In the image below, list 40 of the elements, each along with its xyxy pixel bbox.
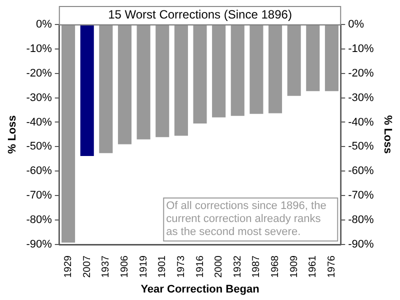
y2-tick-label: -80% bbox=[348, 214, 374, 226]
y2-tick-label: -70% bbox=[348, 190, 374, 202]
y-axis-title: % Loss bbox=[6, 115, 19, 154]
y2-axis-title: % Loss bbox=[381, 115, 394, 154]
y2-tick-label: -10% bbox=[348, 42, 374, 55]
x-axis-title: Year Correction Began bbox=[140, 283, 260, 296]
y-tick-label: -50% bbox=[26, 140, 52, 153]
x-tick-label: 1976 bbox=[326, 255, 338, 278]
x-tick-label: 1968 bbox=[270, 255, 282, 278]
x-tick-label: 1932 bbox=[232, 255, 244, 278]
x-tick-label: 1919 bbox=[138, 255, 150, 278]
x-tick-label: 1916 bbox=[194, 255, 206, 278]
y-tick-label: 0% bbox=[36, 18, 52, 30]
y-tick-label: -40% bbox=[26, 116, 52, 128]
y2-tick-label: -50% bbox=[348, 140, 374, 153]
x-tick-label: 1973 bbox=[176, 255, 187, 278]
y2-tick-label: -60% bbox=[348, 165, 374, 178]
y2-tick-label: -20% bbox=[348, 67, 374, 80]
y-tick-label: -30% bbox=[26, 92, 52, 104]
annotation: Of all corrections since 1896, the current correction already ranks as the second most severe. bbox=[166, 200, 326, 238]
y2-tick-label: -40% bbox=[348, 116, 374, 128]
x-tick-label: 1987 bbox=[251, 255, 262, 278]
y-tick-label: -10% bbox=[26, 42, 52, 55]
chart-title: 15 Worst Corrections (Since 1896) bbox=[108, 8, 292, 22]
y-tick-label: -80% bbox=[26, 214, 52, 226]
y2-tick-label: 0% bbox=[348, 18, 364, 30]
x-tick-label: 1906 bbox=[119, 255, 130, 278]
x-tick-label: 2007 bbox=[82, 255, 93, 278]
y-tick-label: -90% bbox=[26, 238, 52, 251]
x-tick-label: 1961 bbox=[308, 255, 319, 278]
x-tick-label: 2000 bbox=[214, 255, 225, 278]
y-tick-label: -20% bbox=[26, 67, 52, 80]
y-tick-label: -70% bbox=[26, 190, 52, 202]
y2-tick-label: -30% bbox=[348, 92, 374, 104]
y-tick-label: -60% bbox=[26, 165, 52, 178]
y2-tick-label: -90% bbox=[348, 238, 374, 251]
x-tick-label: 1929 bbox=[63, 255, 74, 278]
x-tick-label: 1937 bbox=[100, 255, 112, 278]
x-tick-label: 1909 bbox=[288, 255, 300, 278]
x-tick-label: 1901 bbox=[157, 255, 168, 278]
